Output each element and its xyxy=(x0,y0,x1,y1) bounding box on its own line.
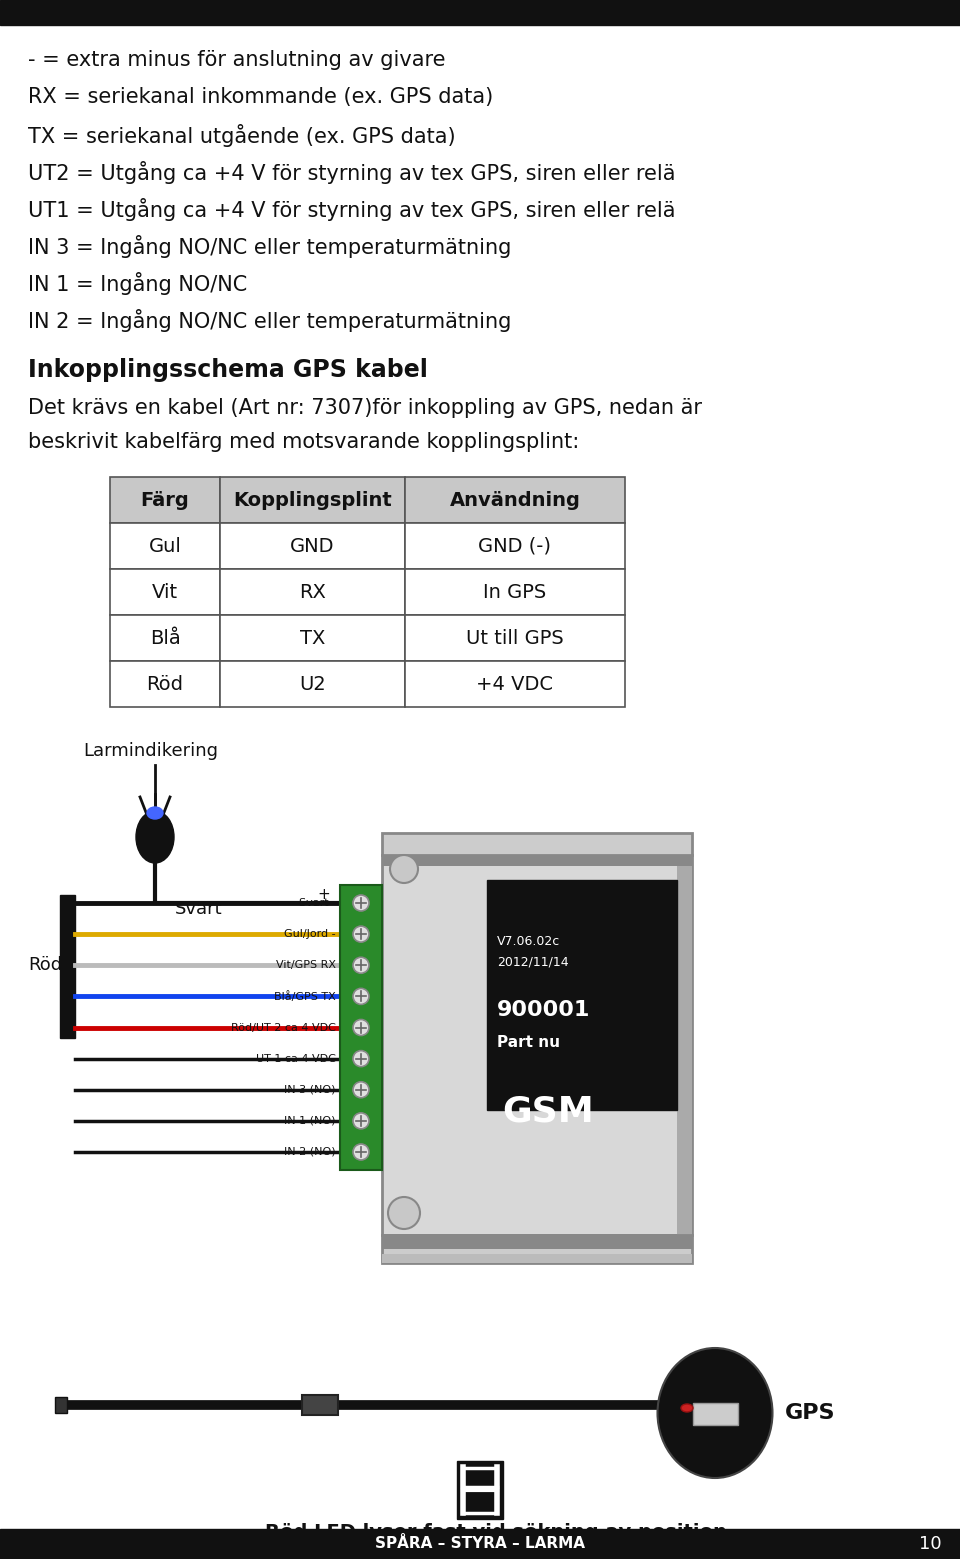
Bar xyxy=(457,1461,503,1518)
Circle shape xyxy=(353,1082,369,1098)
Bar xyxy=(340,886,382,1169)
Text: RX = seriekanal inkommande (ex. GPS data): RX = seriekanal inkommande (ex. GPS data… xyxy=(28,87,493,108)
Bar xyxy=(382,854,692,1235)
Text: Röd/UT 2 ca 4 VDC: Röd/UT 2 ca 4 VDC xyxy=(231,1023,336,1032)
Bar xyxy=(220,614,405,661)
Ellipse shape xyxy=(136,811,174,864)
Text: Användning: Användning xyxy=(449,491,581,510)
Text: Part nu: Part nu xyxy=(497,1035,560,1051)
Bar xyxy=(110,522,220,569)
Text: Röd LED lyser fast vid sökning av position.: Röd LED lyser fast vid sökning av positi… xyxy=(265,1523,734,1542)
Text: IN 1 (NO): IN 1 (NO) xyxy=(284,1116,336,1126)
Text: Svart -: Svart - xyxy=(299,898,336,907)
Bar xyxy=(220,477,405,522)
Text: V7.06.02c: V7.06.02c xyxy=(497,935,561,948)
Text: Röd: Röd xyxy=(147,675,183,694)
Bar xyxy=(382,1235,692,1249)
Text: IN 2 (NO): IN 2 (NO) xyxy=(284,1147,336,1157)
Bar xyxy=(382,854,692,865)
Bar xyxy=(405,569,625,614)
Text: Vit/GPS RX: Vit/GPS RX xyxy=(276,960,336,970)
Text: IN 2 = Ingång NO/NC eller temperaturmätning: IN 2 = Ingång NO/NC eller temperaturmätn… xyxy=(28,309,512,332)
Text: 2012/11/14: 2012/11/14 xyxy=(497,956,568,968)
Text: SPÅRA – STYRA – LARMA: SPÅRA – STYRA – LARMA xyxy=(375,1536,585,1551)
Text: Det krävs en kabel (Art nr: 7307)för inkoppling av GPS, nedan är: Det krävs en kabel (Art nr: 7307)för ink… xyxy=(28,398,702,418)
Text: Kopplingsplint: Kopplingsplint xyxy=(233,491,392,510)
Text: Röd: Röd xyxy=(28,956,62,974)
Bar xyxy=(0,0,960,25)
Bar xyxy=(110,477,220,522)
Text: Gul/Jord -: Gul/Jord - xyxy=(284,929,336,939)
Bar xyxy=(220,661,405,706)
Circle shape xyxy=(390,854,418,882)
Text: GND: GND xyxy=(290,536,335,555)
Bar xyxy=(302,1395,338,1416)
Text: 900001: 900001 xyxy=(497,999,590,1020)
Bar xyxy=(487,879,677,1110)
Bar xyxy=(110,569,220,614)
Bar xyxy=(405,614,625,661)
Text: Larmindikering: Larmindikering xyxy=(83,742,218,759)
Text: RX: RX xyxy=(300,583,326,602)
Text: +: + xyxy=(317,887,330,903)
Bar xyxy=(405,522,625,569)
Text: - = extra minus för anslutning av givare: - = extra minus för anslutning av givare xyxy=(28,50,445,70)
Text: IN 3 (NO): IN 3 (NO) xyxy=(284,1085,336,1094)
Text: Svart: Svart xyxy=(175,900,223,918)
Text: Inkopplingsschema GPS kabel: Inkopplingsschema GPS kabel xyxy=(28,359,428,382)
Bar xyxy=(677,854,692,1235)
Text: 10: 10 xyxy=(919,1536,942,1553)
Circle shape xyxy=(353,1144,369,1160)
Text: UT 1 ca 4 VDC: UT 1 ca 4 VDC xyxy=(256,1054,336,1063)
Text: Ut till GPS: Ut till GPS xyxy=(467,628,564,647)
Text: In GPS: In GPS xyxy=(484,583,546,602)
Text: GSM: GSM xyxy=(502,1094,593,1129)
Bar xyxy=(382,1253,692,1263)
Bar xyxy=(60,895,75,1037)
Bar xyxy=(693,1403,738,1425)
Bar xyxy=(220,522,405,569)
Bar xyxy=(110,661,220,706)
Bar xyxy=(405,477,625,522)
Text: IN 3 = Ingång NO/NC eller temperaturmätning: IN 3 = Ingång NO/NC eller temperaturmätn… xyxy=(28,235,512,257)
Circle shape xyxy=(353,895,369,910)
Bar xyxy=(382,833,692,854)
Text: GND (-): GND (-) xyxy=(478,536,551,555)
Text: IN 1 = Ingång NO/NC: IN 1 = Ingång NO/NC xyxy=(28,271,248,295)
Circle shape xyxy=(353,926,369,942)
Text: Färg: Färg xyxy=(140,491,189,510)
Text: TX: TX xyxy=(300,628,325,647)
Bar xyxy=(55,1397,67,1412)
Circle shape xyxy=(388,1197,420,1228)
Text: UT2 = Utgång ca +4 V för styrning av tex GPS, siren eller relä: UT2 = Utgång ca +4 V för styrning av tex… xyxy=(28,161,676,184)
Ellipse shape xyxy=(681,1405,693,1412)
Text: Vit: Vit xyxy=(152,583,178,602)
Ellipse shape xyxy=(147,808,163,818)
Bar xyxy=(382,1235,692,1263)
Circle shape xyxy=(353,988,369,1004)
Text: Blå/GPS TX: Blå/GPS TX xyxy=(275,992,336,1002)
Circle shape xyxy=(353,1113,369,1129)
Text: +4 VDC: +4 VDC xyxy=(476,675,554,694)
Bar xyxy=(110,614,220,661)
Text: U2: U2 xyxy=(300,675,325,694)
Text: Gul: Gul xyxy=(149,536,181,555)
Text: Blå: Blå xyxy=(150,628,180,647)
Bar xyxy=(0,1529,960,1559)
Text: beskrivit kabelfärg med motsvarande kopplingsplint:: beskrivit kabelfärg med motsvarande kopp… xyxy=(28,432,579,452)
Text: TX = seriekanal utgående (ex. GPS data): TX = seriekanal utgående (ex. GPS data) xyxy=(28,125,456,147)
Circle shape xyxy=(353,1020,369,1035)
Text: GPS: GPS xyxy=(785,1403,835,1423)
Bar xyxy=(220,569,405,614)
Bar xyxy=(405,661,625,706)
Circle shape xyxy=(353,957,369,973)
Ellipse shape xyxy=(658,1349,773,1478)
Text: UT1 = Utgång ca +4 V för styrning av tex GPS, siren eller relä: UT1 = Utgång ca +4 V för styrning av tex… xyxy=(28,198,676,221)
Circle shape xyxy=(353,1051,369,1066)
